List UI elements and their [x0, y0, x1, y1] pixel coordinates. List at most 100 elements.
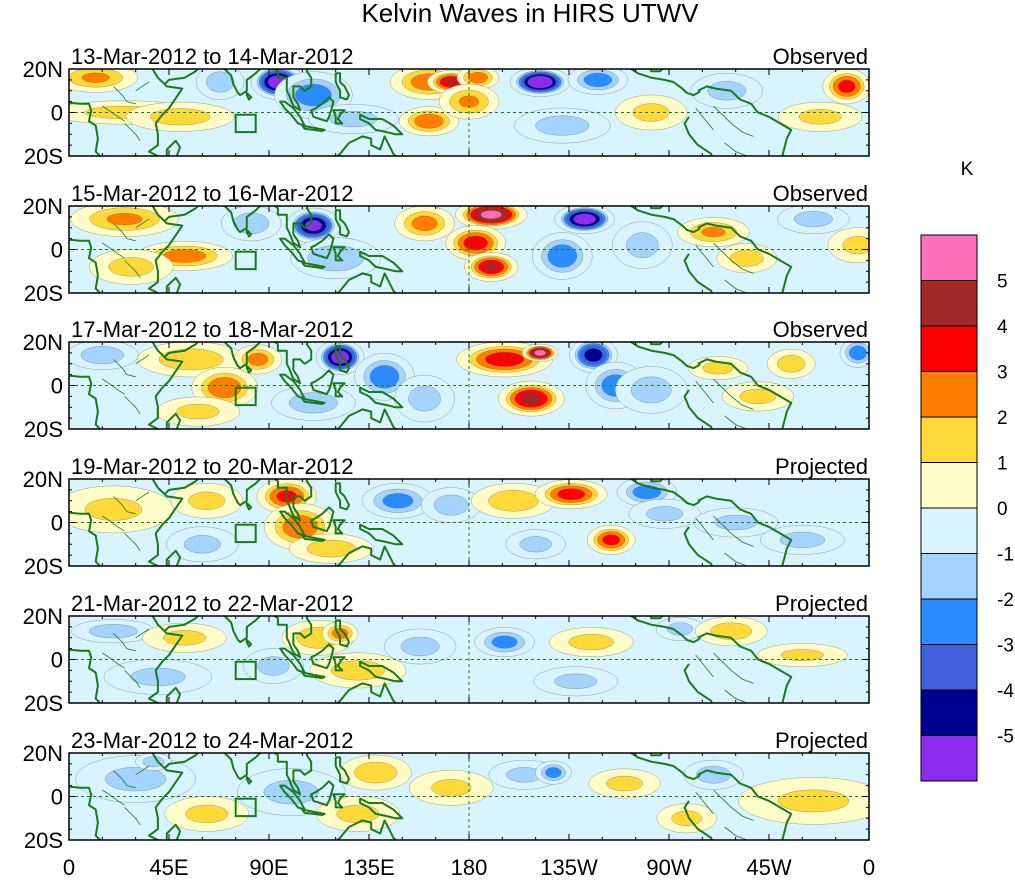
coastline	[310, 506, 335, 533]
anomaly-blob	[463, 251, 519, 282]
colorbar-swatch	[920, 234, 978, 281]
panel-date-range: 19-Mar-2012 to 20-Mar-2012	[71, 454, 353, 479]
coastline	[310, 780, 335, 807]
map-panel: 20N 0 20S 19-Mar-2012 to 20-Mar-2012 Project…	[23, 454, 870, 579]
contour-level	[545, 767, 562, 779]
country-border	[124, 670, 141, 689]
coastline	[310, 96, 335, 123]
panel-date-range: 17-Mar-2012 to 18-Mar-2012	[71, 317, 353, 342]
coastline	[273, 69, 313, 112]
index-box-marker	[234, 250, 257, 271]
contour-level	[354, 761, 398, 784]
coastlines	[69, 616, 793, 703]
contour-level	[547, 244, 578, 268]
anomaly-blob	[567, 69, 629, 95]
anomaly-blob	[69, 342, 139, 371]
coastlines	[69, 479, 793, 566]
contour-level	[445, 78, 458, 86]
coastline	[359, 660, 404, 683]
colorbar-swatch	[920, 462, 978, 509]
coastline	[334, 72, 350, 101]
contour-level	[779, 531, 826, 548]
contour-level	[183, 535, 221, 554]
panel-kind-label: Observed	[773, 181, 868, 206]
colorbar-swatch	[920, 371, 978, 418]
anomaly-blob	[142, 622, 227, 653]
x-tick-label: 45E	[149, 855, 188, 880]
colorbar-swatch	[920, 280, 978, 327]
anomaly-blob	[394, 206, 455, 242]
contour-level	[414, 113, 444, 129]
x-tick-label: 90E	[249, 855, 288, 880]
contour-level	[491, 635, 518, 649]
country-border	[124, 807, 141, 826]
coastline	[334, 482, 350, 511]
anomaly-blob	[612, 221, 673, 269]
anomaly-blob	[533, 666, 618, 697]
contour-level	[729, 249, 764, 267]
country-border	[102, 789, 125, 806]
contour-level	[534, 349, 547, 357]
map-panel: 20N 0 20S 15-Mar-2012 to 16-Mar-2012 Observe…	[23, 181, 870, 306]
coastlines	[69, 342, 793, 429]
coastline	[332, 246, 346, 262]
y-tick-label: 20S	[24, 554, 63, 579]
anomaly-blob	[687, 356, 749, 381]
country-border	[713, 105, 754, 137]
contour-level	[626, 232, 659, 259]
anomaly-blob	[760, 524, 845, 555]
contour-level	[573, 213, 596, 225]
x-tick-label: 135E	[343, 855, 394, 880]
country-border	[724, 415, 747, 429]
coastline	[223, 616, 262, 644]
contour-level	[701, 227, 726, 238]
contour-level	[485, 352, 525, 367]
country-border	[113, 359, 136, 378]
chart-title: Kelvin Waves in HIRS UTWV	[361, 0, 699, 28]
x-tick-label: 0	[63, 855, 75, 880]
anomaly-blob	[398, 106, 460, 137]
anomaly-blob	[614, 366, 688, 414]
panel-date-range: 13-Mar-2012 to 14-Mar-2012	[71, 44, 353, 69]
anomaly-blob	[361, 482, 435, 519]
coastline	[223, 69, 262, 97]
panel-date-range: 23-Mar-2012 to 24-Mar-2012	[71, 728, 353, 753]
coastline	[697, 358, 793, 429]
y-tick-label: 20N	[23, 330, 63, 355]
coastline	[69, 238, 101, 293]
coastline	[245, 775, 253, 785]
colorbar-level-label: 0	[997, 499, 1008, 520]
panel-kind-label: Projected	[775, 728, 868, 753]
anomaly-blob	[170, 482, 244, 519]
contour-level	[484, 263, 498, 271]
contour-level	[488, 490, 539, 512]
contour-level	[431, 779, 472, 797]
panel-kind-label: Projected	[775, 454, 868, 479]
country-border	[135, 765, 150, 776]
anomaly-blob	[827, 227, 869, 264]
y-tick-label: 20S	[24, 417, 63, 442]
coastline	[359, 250, 404, 273]
coastline	[245, 364, 253, 374]
y-tick-label: 20N	[23, 194, 63, 219]
x-tick-label: 180	[451, 855, 488, 880]
contour-level	[848, 345, 867, 361]
contour-level	[105, 766, 167, 792]
contour-level	[81, 72, 110, 83]
country-border	[124, 260, 141, 279]
country-border	[135, 354, 150, 365]
anomaly-blob	[315, 796, 401, 832]
anomaly-blob	[535, 760, 572, 785]
country-border	[695, 244, 714, 268]
anomaly-blob	[288, 533, 374, 564]
contour-level	[568, 634, 614, 651]
coastline	[69, 101, 101, 156]
country-border	[713, 789, 754, 821]
coastline	[334, 345, 350, 374]
anomaly-blob	[505, 529, 566, 560]
coastline	[359, 386, 404, 409]
contour-level	[400, 636, 440, 657]
contour-level	[793, 211, 833, 228]
y-tick-label: 0	[51, 374, 63, 399]
country-border	[113, 223, 136, 242]
